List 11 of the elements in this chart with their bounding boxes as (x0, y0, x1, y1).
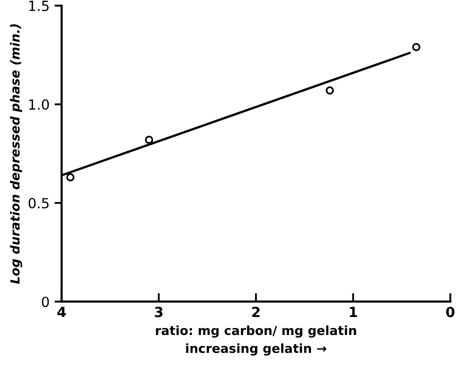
y-tick-label: 0 (42, 296, 49, 308)
x-axis-title: ratio: mg carbon/ mg gelatin increasing gelatin → (156, 325, 356, 356)
x-tick-label: 4 (57, 306, 66, 318)
y-axis-title: Log duration depressed phase (min.) (10, 24, 22, 284)
x-tick-label: 2 (252, 306, 260, 318)
y-tick-label: 1.0 (29, 99, 49, 110)
y-tick-label: 1.5 (29, 0, 49, 12)
x-tick-label: 1 (350, 306, 358, 318)
x-tick-label: 0 (446, 306, 454, 318)
y-tick-label: 0.5 (28, 198, 49, 208)
x-tick-label: 3 (154, 306, 163, 318)
